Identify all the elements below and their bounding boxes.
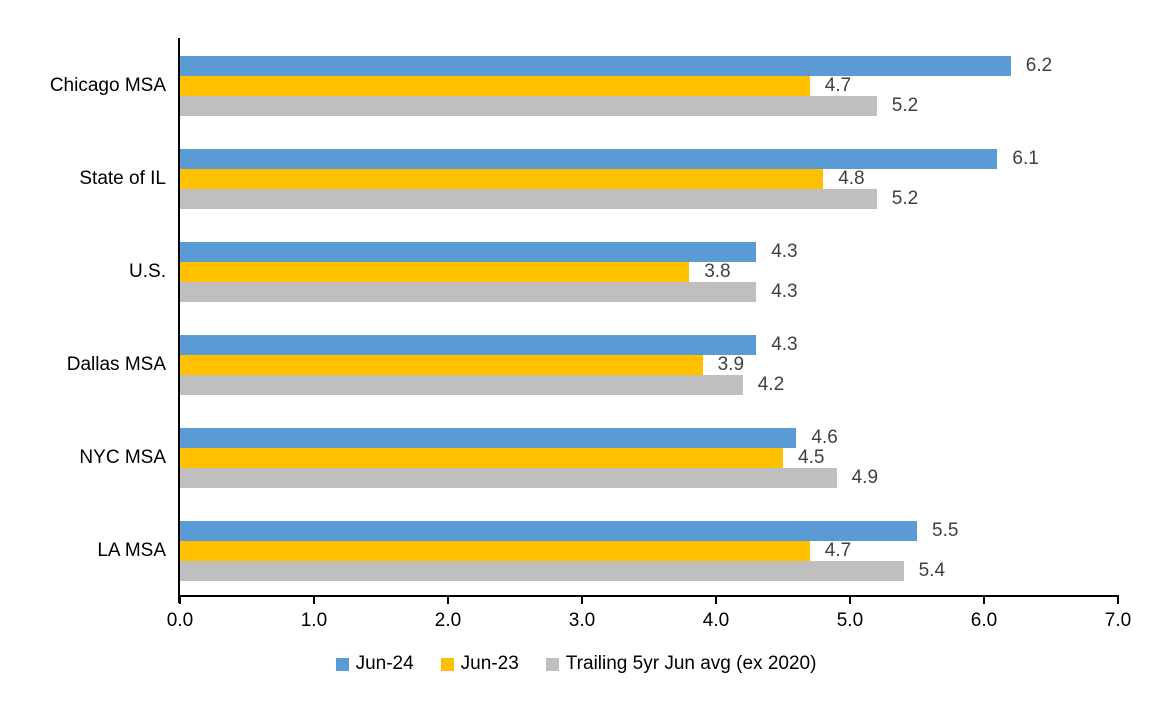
legend-swatch-icon	[440, 657, 454, 671]
legend-label: Jun-23	[460, 653, 519, 674]
category-label: State of IL	[79, 168, 166, 190]
x-axis-tick	[1117, 597, 1119, 604]
bar-Jun-24	[180, 427, 797, 448]
bar-Trailing 5yr Jun avg (ex 2020)	[180, 374, 743, 395]
data-label: 6.1	[1012, 148, 1039, 170]
data-label: 4.2	[757, 373, 785, 395]
bar-Trailing 5yr Jun avg (ex 2020)	[180, 560, 904, 581]
bar-Trailing 5yr Jun avg (ex 2020)	[180, 96, 877, 117]
data-label: 3.8	[704, 261, 731, 283]
bar-Jun-24	[180, 520, 917, 541]
bar-Jun-24	[180, 242, 757, 263]
x-axis-tick-label: 5.0	[836, 610, 864, 631]
category-label: LA MSA	[97, 539, 166, 561]
data-label: 3.9	[717, 353, 745, 375]
data-label: 4.7	[824, 539, 852, 561]
y-axis-line	[178, 38, 180, 603]
category-label: U.S.	[129, 261, 166, 283]
data-label: 4.7	[824, 75, 852, 97]
x-axis-tick-label: 1.0	[300, 610, 328, 631]
bar-Jun-23	[180, 262, 690, 283]
bar-Jun-23	[180, 169, 824, 190]
category-label: NYC MSA	[79, 446, 166, 468]
x-axis-tick-label: 4.0	[702, 610, 730, 631]
legend-label: Trailing 5yr Jun avg (ex 2020)	[565, 653, 817, 674]
data-label: 4.3	[771, 241, 798, 263]
legend-swatch-icon	[335, 657, 349, 671]
chart-legend: Jun-24 Jun-23 Trailing 5yr Jun avg (ex 202…	[0, 653, 1152, 675]
bar-Trailing 5yr Jun avg (ex 2020)	[180, 467, 837, 488]
x-axis-tick-label: 2.0	[434, 610, 462, 631]
data-label: 4.3	[771, 333, 798, 355]
x-axis-tick	[581, 597, 583, 604]
legend-item: Jun-23	[440, 653, 519, 675]
data-label: 5.4	[918, 559, 946, 581]
legend-item: Trailing 5yr Jun avg (ex 2020)	[545, 653, 817, 675]
x-axis-tick	[447, 597, 449, 604]
bar-Jun-23	[180, 76, 810, 97]
data-label: 4.8	[838, 168, 865, 190]
x-axis-tick-label: 0.0	[166, 610, 194, 631]
bar-Trailing 5yr Jun avg (ex 2020)	[180, 189, 877, 210]
x-axis-tick-label: 3.0	[568, 610, 596, 631]
data-label: 4.6	[811, 426, 838, 448]
data-label: 5.2	[891, 95, 919, 117]
legend-item: Jun-24	[335, 653, 414, 675]
bar-Jun-24	[180, 149, 998, 170]
data-label: 4.9	[851, 466, 879, 488]
bar-Jun-23	[180, 540, 810, 561]
bar-Jun-23	[180, 447, 783, 468]
x-axis-tick-label: 6.0	[970, 610, 998, 631]
legend-swatch-icon	[545, 657, 559, 671]
x-axis-tick-label: 7.0	[1104, 610, 1132, 631]
data-label: 5.2	[891, 188, 919, 210]
data-label: 6.2	[1025, 55, 1053, 77]
data-label: 5.5	[932, 519, 959, 541]
x-axis-tick	[715, 597, 717, 604]
data-label: 4.5	[798, 446, 825, 468]
bar-Jun-23	[180, 354, 703, 375]
legend-label: Jun-24	[355, 653, 414, 674]
bar-Jun-24	[180, 334, 757, 355]
x-axis-tick	[179, 597, 181, 604]
x-axis-tick	[849, 597, 851, 604]
data-label: 4.3	[771, 281, 798, 303]
category-label: Dallas MSA	[66, 353, 166, 375]
x-axis-line	[178, 595, 1119, 597]
x-axis-tick	[983, 597, 985, 604]
bar-Trailing 5yr Jun avg (ex 2020)	[180, 282, 757, 303]
category-label: Chicago MSA	[49, 75, 166, 97]
bar-Jun-24	[180, 56, 1011, 77]
x-axis-tick	[313, 597, 315, 604]
